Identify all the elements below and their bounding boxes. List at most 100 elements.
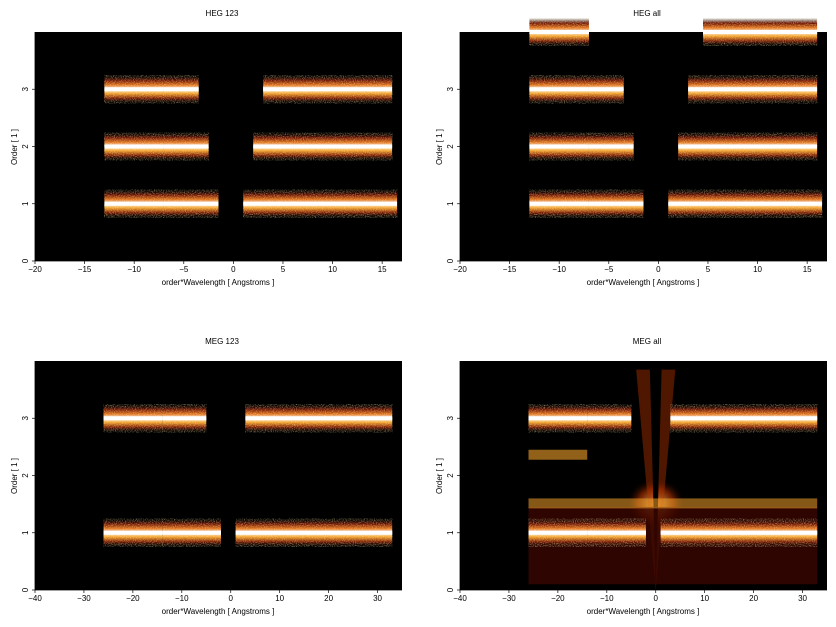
x-tick-label: −10 [552, 265, 566, 274]
y-tick-label: 3 [21, 415, 30, 420]
x-tick-label: −20 [453, 265, 467, 274]
band-core [588, 144, 634, 149]
y-tick-label: 1 [21, 201, 30, 206]
x-tick-label: −15 [503, 265, 517, 274]
x-tick-label: 10 [275, 594, 284, 603]
band-core [162, 416, 207, 421]
x-tick-label: −5 [179, 265, 189, 274]
x-tick-label: 30 [798, 594, 807, 603]
data-bands [103, 404, 393, 547]
panel-title: MEG 123 [205, 337, 239, 346]
band-core [163, 144, 209, 149]
y-tick-label: 3 [446, 415, 455, 420]
panel-meg-all: MEG all −40 −30 −20 −10 0 10 20 30 0 1 2 3 order*Wa… [435, 337, 827, 616]
x-tick-label: 20 [324, 594, 333, 603]
band-core [670, 416, 818, 421]
x-tick-label: 10 [753, 265, 762, 274]
band-core [703, 30, 818, 34]
y-tick-label: 1 [446, 201, 455, 206]
band-core [529, 144, 589, 149]
band-core [528, 530, 588, 535]
x-tick-label: 5 [706, 265, 711, 274]
x-tick-label: 30 [373, 594, 382, 603]
data-bands [529, 18, 823, 218]
band-core [253, 144, 393, 149]
background-strip [528, 449, 588, 460]
y-tick-label: 0 [446, 258, 455, 263]
band-core [103, 530, 163, 535]
axis-ticks: −40 −30 −20 −10 0 10 20 30 0 1 2 3 [446, 361, 827, 603]
axis-ticks: −20 −15 −10 −5 0 5 10 15 0 1 2 3 [446, 32, 827, 274]
band-core [588, 201, 644, 206]
band-core [263, 87, 393, 92]
x-tick-label: 15 [803, 265, 812, 274]
zero-order-gap [649, 369, 662, 590]
panel-title: MEG all [633, 337, 662, 346]
x-tick-label: 5 [281, 265, 286, 274]
band-core [529, 30, 589, 34]
band-core [163, 87, 199, 92]
x-axis-label: order*Wavelength [ Angstroms ] [587, 278, 700, 287]
x-tick-label: 0 [654, 594, 659, 603]
x-tick-label: −20 [551, 594, 565, 603]
y-tick-label: 1 [446, 530, 455, 535]
y-tick-label: 2 [446, 144, 455, 149]
y-axis-label: Order [ 1 ] [10, 458, 19, 494]
band-core [104, 87, 164, 92]
panel-heg-123: HEG 123 −20 −15 −10 −5 0 5 10 15 0 1 2 3 order*Wave… [10, 9, 402, 287]
x-axis-label: order*Wavelength [ Angstroms ] [162, 607, 275, 616]
x-tick-label: 20 [749, 594, 758, 603]
x-tick-label: −20 [126, 594, 140, 603]
x-tick-label: −40 [28, 594, 42, 603]
band-core [235, 530, 393, 535]
band-core [587, 416, 632, 421]
band-core [588, 87, 624, 92]
band-core [103, 416, 163, 421]
panel-title: HEG 123 [206, 9, 239, 18]
y-tick-label: 0 [446, 587, 455, 592]
axis-ticks: −20 −15 −10 −5 0 5 10 15 0 1 2 3 [21, 32, 402, 274]
panel-meg-123: MEG 123 −40 −30 −20 −10 0 10 20 30 0 1 2 3 order*Wa… [10, 337, 402, 616]
data-bands [528, 404, 818, 547]
y-axis-label: Order [ 1 ] [435, 129, 444, 165]
x-tick-label: 10 [328, 265, 337, 274]
x-tick-label: 0 [229, 594, 234, 603]
x-tick-label: −30 [77, 594, 91, 603]
band-core [678, 144, 818, 149]
band-core [668, 201, 823, 206]
x-tick-label: 10 [700, 594, 709, 603]
x-tick-label: −10 [127, 265, 141, 274]
y-tick-label: 2 [21, 473, 30, 478]
y-tick-label: 2 [446, 473, 455, 478]
band-core [528, 416, 588, 421]
y-tick-label: 0 [21, 587, 30, 592]
y-tick-label: 0 [21, 258, 30, 263]
x-tick-label: −5 [604, 265, 614, 274]
x-tick-label: −20 [28, 265, 42, 274]
x-tick-label: −15 [78, 265, 92, 274]
band-core [529, 87, 589, 92]
x-tick-label: −10 [600, 594, 614, 603]
panel-heg-all: HEG all −20 −15 −10 −5 0 5 10 15 0 1 2 3 order*Wave… [435, 9, 827, 287]
background-strip [528, 498, 818, 509]
x-tick-label: 15 [378, 265, 387, 274]
y-tick-label: 2 [21, 144, 30, 149]
x-tick-label: −10 [175, 594, 189, 603]
x-axis-label: order*Wavelength [ Angstroms ] [162, 278, 275, 287]
plot-area [35, 361, 402, 590]
band-core [587, 530, 646, 535]
panel-title: HEG all [633, 9, 661, 18]
band-core [688, 87, 818, 92]
axis-ticks: −40 −30 −20 −10 0 10 20 30 0 1 2 3 [21, 361, 402, 603]
x-tick-label: 0 [231, 265, 236, 274]
band-core [104, 144, 164, 149]
band-core [163, 201, 219, 206]
band-core [162, 530, 221, 535]
y-axis-label: Order [ 1 ] [10, 129, 19, 165]
band-core [104, 201, 164, 206]
x-tick-label: 0 [656, 265, 661, 274]
band-core [660, 530, 818, 535]
band-core [243, 201, 398, 206]
data-bands [104, 75, 398, 218]
